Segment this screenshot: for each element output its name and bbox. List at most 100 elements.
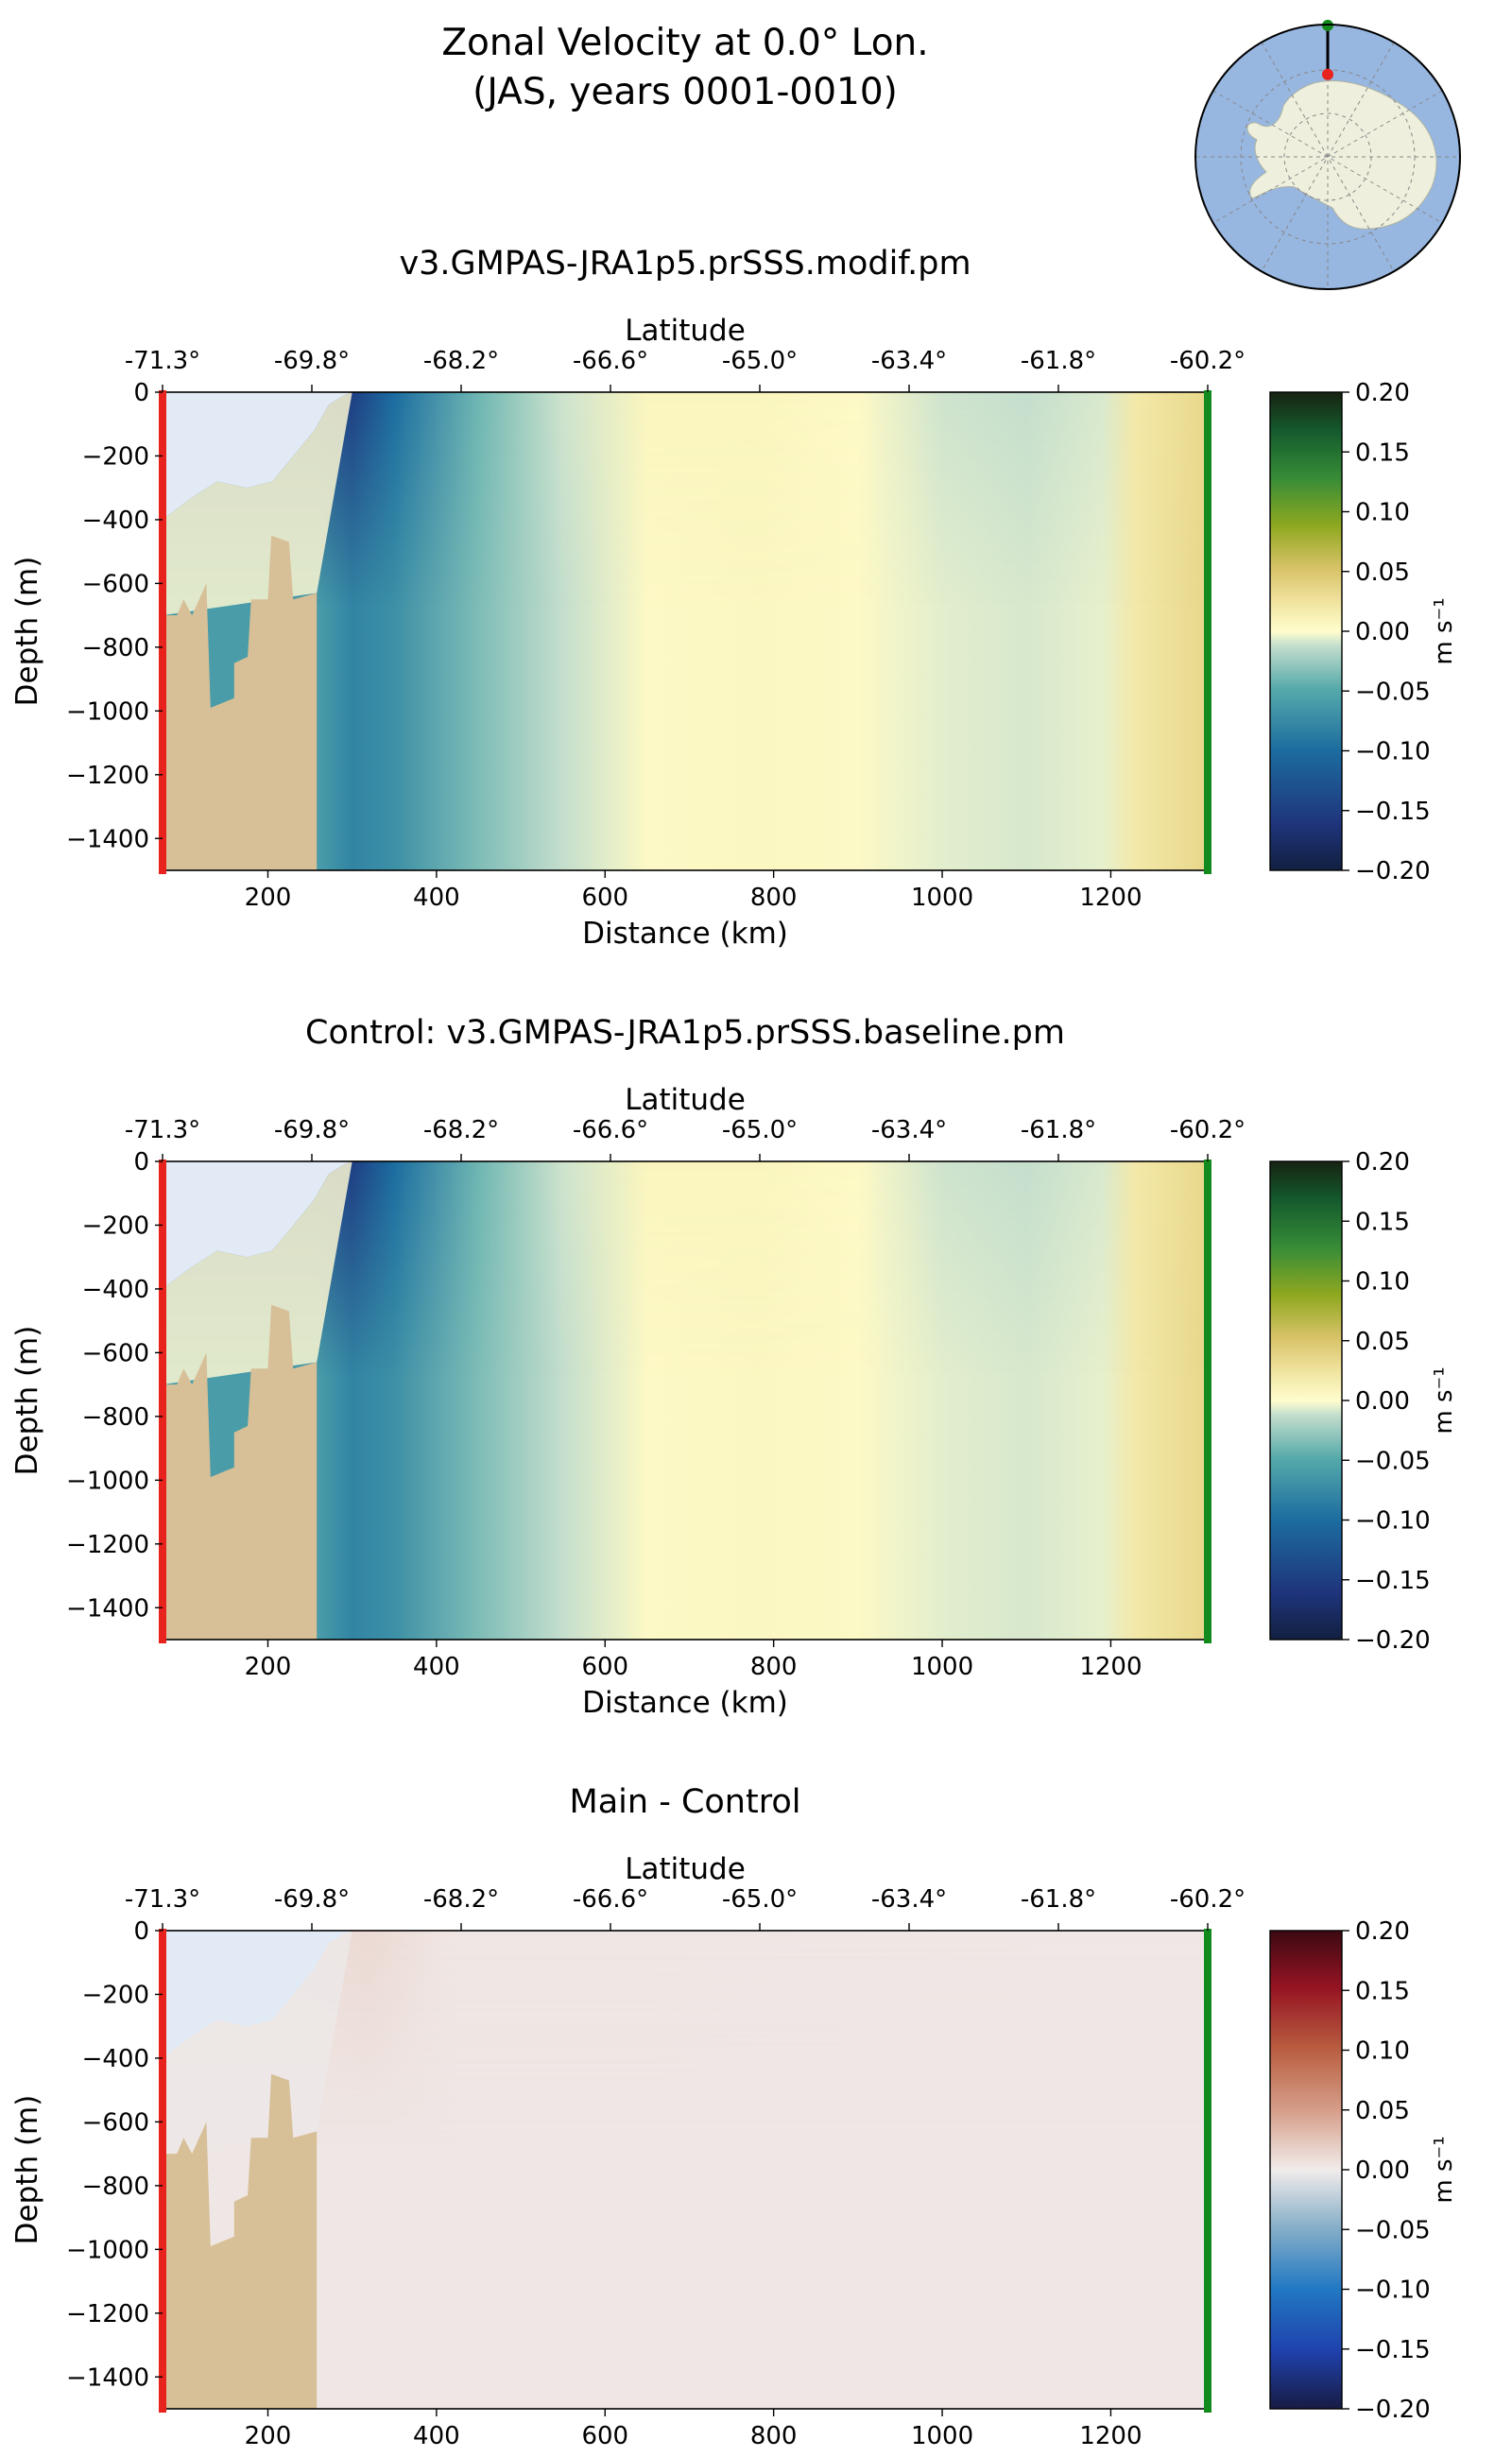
- ice-shelf: [163, 1931, 352, 2058]
- colorbar-tick-label: −0.20: [1355, 2396, 1431, 2424]
- lat-tick-label: -66.6°: [573, 347, 648, 375]
- graticule-meridian: [1212, 90, 1443, 224]
- y-tick-label: −400: [82, 2045, 149, 2073]
- lat-tick-label: -63.4°: [871, 1116, 947, 1144]
- colorbar-tick-label: −0.10: [1355, 2277, 1431, 2305]
- lat-tick-label: -71.3°: [125, 347, 200, 375]
- lat-tick-label: -63.4°: [871, 347, 947, 375]
- x-tick-label: 200: [245, 2422, 292, 2450]
- y-axis-label: Depth (m): [10, 1326, 44, 1476]
- colorbar-tick-label: −0.20: [1355, 1626, 1431, 1655]
- velocity-field: [163, 1161, 1208, 1640]
- y-tick-label: −1200: [66, 762, 149, 790]
- colorbar-tick-label: 0.00: [1355, 2156, 1410, 2185]
- colorbar-tick-label: −0.05: [1355, 1447, 1431, 1475]
- bathymetry: [163, 1304, 318, 1640]
- y-axis-label: Depth (m): [10, 557, 44, 707]
- y-tick-label: −1400: [66, 1594, 149, 1623]
- x-tick-label: 400: [413, 1653, 460, 1681]
- velocity-field: [163, 1931, 1208, 2409]
- x-tick-label: 1000: [911, 1653, 973, 1681]
- x-tick-label: 800: [750, 884, 798, 912]
- colorbar-tick-label: 0.20: [1355, 379, 1410, 407]
- x-axis-label: Distance (km): [582, 917, 788, 951]
- lat-tick-label: -60.2°: [1170, 1116, 1246, 1144]
- y-axis-label: Depth (m): [10, 2095, 44, 2245]
- x-tick-label: 600: [581, 2422, 628, 2450]
- cavity-water: [163, 392, 352, 616]
- colorbar-tick-label: 0.10: [1355, 2037, 1410, 2066]
- y-tick-label: −200: [82, 1981, 149, 2009]
- colorbar-tick-label: 0.15: [1355, 1977, 1410, 2005]
- colorbar-label: m s⁻¹: [1430, 1366, 1458, 1434]
- bathymetry: [163, 2073, 318, 2409]
- colorbar: [1269, 391, 1343, 871]
- x-tick-label: 1000: [911, 884, 973, 912]
- bathymetry: [163, 535, 318, 870]
- colorbar-tick-label: −0.15: [1355, 798, 1431, 826]
- figure-title-line2: (JAS, years 0001-0010): [472, 71, 898, 113]
- y-tick-label: −1000: [66, 2236, 149, 2264]
- y-tick-label: −800: [82, 2173, 149, 2201]
- colorbar-tick-label: −0.10: [1355, 1507, 1431, 1536]
- lat-tick-label: -65.0°: [722, 1885, 798, 1914]
- y-tick-label: −1000: [66, 697, 149, 726]
- y-tick-label: −800: [82, 634, 149, 662]
- figure-title-line1: Zonal Velocity at 0.0° Lon.: [441, 22, 928, 64]
- antarctica-landmass: [1246, 80, 1437, 230]
- lat-tick-label: -71.3°: [125, 1116, 200, 1144]
- transect-start-dot: [1322, 68, 1333, 80]
- colorbar-label: m s⁻¹: [1430, 2136, 1458, 2203]
- colorbar: [1269, 1160, 1343, 1641]
- colorbar-tick-label: −0.05: [1355, 2216, 1431, 2244]
- y-tick-label: −400: [82, 507, 149, 535]
- x-tick-label: 400: [413, 884, 460, 912]
- lat-tick-label: -68.2°: [423, 1116, 499, 1144]
- lat-tick-label: -63.4°: [871, 1885, 947, 1914]
- map-border: [1194, 24, 1461, 290]
- lat-tick-label: -69.8°: [274, 347, 350, 375]
- colorbar-tick-label: 0.20: [1355, 1917, 1410, 1946]
- cavity-water: [163, 1931, 352, 2155]
- colorbar-tick-label: 0.10: [1355, 499, 1410, 527]
- y-tick-label: −600: [82, 570, 149, 598]
- colorbar-tick-label: 0.05: [1355, 1328, 1410, 1356]
- y-tick-label: −600: [82, 2108, 149, 2137]
- lat-tick-label: -66.6°: [573, 1885, 648, 1914]
- lat-tick-label: -68.2°: [423, 347, 499, 375]
- x-axis-label: Distance (km): [582, 1686, 788, 1720]
- x-tick-label: 200: [245, 884, 292, 912]
- y-tick-label: −1000: [66, 1467, 149, 1495]
- colorbar-label: m s⁻¹: [1430, 597, 1458, 664]
- panel-title: v3.GMPAS-JRA1p5.prSSS.modif.pm: [399, 245, 971, 283]
- ice-shelf: [163, 392, 352, 520]
- lat-tick-label: -61.8°: [1021, 1116, 1096, 1144]
- colorbar-tick-label: 0.15: [1355, 438, 1410, 467]
- top-axis-label: Latitude: [625, 1083, 746, 1117]
- lat-tick-label: -65.0°: [722, 347, 798, 375]
- x-tick-label: 800: [750, 1653, 798, 1681]
- colorbar-tick-label: 0.15: [1355, 1208, 1410, 1236]
- lat-tick-label: -61.8°: [1021, 347, 1096, 375]
- colorbar-tick-label: 0.05: [1355, 2097, 1410, 2125]
- inset-map: [1194, 19, 1461, 290]
- x-tick-label: 1000: [911, 2422, 973, 2450]
- y-tick-label: −400: [82, 1276, 149, 1304]
- panel-title: Control: v3.GMPAS-JRA1p5.prSSS.baseline.…: [305, 1014, 1065, 1052]
- colorbar-tick-label: 0.00: [1355, 1387, 1410, 1416]
- x-tick-label: 600: [581, 1653, 628, 1681]
- colorbar-tick-label: −0.15: [1355, 2336, 1431, 2364]
- lat-tick-label: -60.2°: [1170, 347, 1246, 375]
- x-tick-label: 200: [245, 1653, 292, 1681]
- y-tick-label: −1400: [66, 825, 149, 853]
- colorbar-tick-label: −0.20: [1355, 857, 1431, 885]
- panel-1: v3.GMPAS-JRA1p5.prSSS.modif.pm 0 −200 −400 −…: [10, 245, 1458, 951]
- top-axis-label: Latitude: [625, 314, 746, 348]
- lat-tick-label: -61.8°: [1021, 1885, 1096, 1914]
- y-tick-label: 0: [133, 1917, 149, 1946]
- cavity-water: [163, 1161, 352, 1385]
- lat-tick-label: -60.2°: [1170, 1885, 1246, 1914]
- lat-tick-label: -69.8°: [274, 1116, 350, 1144]
- ice-shelf: [163, 1161, 352, 1289]
- lat-tick-label: -71.3°: [125, 1885, 200, 1914]
